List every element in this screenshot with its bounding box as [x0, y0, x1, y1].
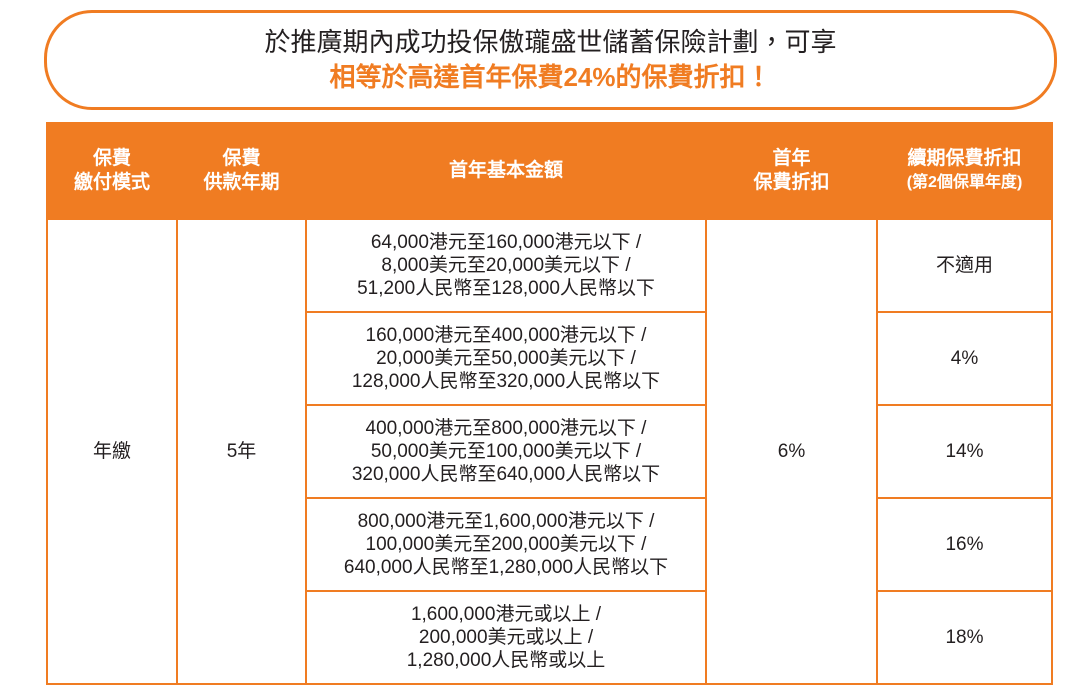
column-header: 續期保費折扣 (第2個保單年度): [876, 122, 1053, 220]
header-line: 保費折扣: [753, 172, 830, 193]
amount-line: 20,000美元至50,000美元以下 /: [376, 348, 636, 369]
header-line: 續期保費折扣: [907, 148, 1022, 169]
amount-line: 160,000港元至400,000港元以下 /: [365, 325, 647, 346]
tier-row: 160,000港元至400,000港元以下 /20,000美元至50,000美元…: [47, 311, 1053, 406]
discount-table: 保費 繳付模式 保費 供款年期 首年基本金額 首年 保費折扣 續期保費折扣 (第2個保單年度) …: [46, 122, 1053, 685]
tier-row: 800,000港元至1,600,000港元以下 /100,000美元至200,0…: [47, 497, 1053, 592]
column-header: 首年基本金額: [305, 122, 707, 220]
amount-line: 400,000港元至800,000港元以下 /: [365, 418, 647, 439]
amount-line: 1,280,000人民幣或以上: [406, 650, 606, 671]
payment-mode: 年繳: [46, 218, 178, 685]
banner-highlight: 相等於高達首年保費24%的保費折扣！: [329, 62, 772, 92]
tier-row: 1,600,000港元或以上 /200,000美元或以上 /1,280,000人…: [47, 590, 1053, 685]
header-line: 保費: [92, 148, 131, 169]
header-line: (第2個保單年度): [906, 174, 1023, 191]
header-line: 繳付模式: [73, 172, 150, 193]
header-line: 首年基本金額: [448, 160, 563, 181]
amount-line: 50,000美元至100,000美元以下 /: [370, 441, 642, 462]
amount-line: 128,000人民幣至320,000人民幣以下: [351, 371, 661, 392]
amount-line: 800,000港元至1,600,000港元以下 /: [357, 511, 655, 532]
header-line: 首年: [772, 148, 811, 169]
renewal-discount: 4%: [876, 311, 1053, 406]
renewal-discount: 不適用: [876, 218, 1053, 313]
tier-row: 400,000港元至800,000港元以下 /50,000美元至100,000美…: [47, 404, 1053, 499]
amount-line: 640,000人民幣至1,280,000人民幣以下: [343, 557, 669, 578]
basic-amount: 1,600,000港元或以上 /200,000美元或以上 /1,280,000人…: [305, 590, 707, 685]
amount-line: 100,000美元至200,000美元以下 /: [365, 534, 647, 555]
basic-amount: 64,000港元至160,000港元以下 /8,000美元至20,000美元以下…: [305, 218, 707, 313]
table-body: 年繳 5年 64,000港元至160,000港元以下 /8,000美元至20,000…: [46, 218, 1053, 685]
column-header: 保費 繳付模式: [46, 122, 178, 220]
tier-row: 年繳 5年 64,000港元至160,000港元以下 /8,000美元至20,000…: [46, 218, 1053, 685]
column-header: 保費 供款年期: [176, 122, 307, 220]
amount-line: 1,600,000港元或以上 /: [410, 604, 602, 625]
renewal-discount: 14%: [876, 404, 1053, 499]
header-row: 保費 繳付模式 保費 供款年期 首年基本金額 首年 保費折扣 續期保費折扣 (第2個保單年度): [46, 122, 1053, 220]
basic-amount: 800,000港元至1,600,000港元以下 /100,000美元至200,0…: [305, 497, 707, 592]
amount-line: 64,000港元至160,000港元以下 /: [370, 232, 642, 253]
amount-line: 51,200人民幣至128,000人民幣以下: [357, 278, 655, 299]
header-line: 供款年期: [203, 172, 280, 193]
column-header: 首年 保費折扣: [705, 122, 878, 220]
amount-line: 8,000美元至20,000美元以下 /: [381, 255, 631, 276]
banner-line: 於推廣期內成功投保傲瓏盛世儲蓄保險計劃，可享: [264, 27, 837, 57]
basic-amount: 160,000港元至400,000港元以下 /20,000美元至50,000美元…: [305, 311, 707, 406]
payment-term: 5年: [176, 218, 307, 685]
amount-line: 320,000人民幣至640,000人民幣以下: [351, 464, 661, 485]
first-year-discount: 6%: [705, 218, 878, 685]
renewal-discount: 18%: [876, 590, 1053, 685]
basic-amount: 400,000港元至800,000港元以下 /50,000美元至100,000美…: [305, 404, 707, 499]
promo-banner: 於推廣期內成功投保傲瓏盛世儲蓄保險計劃，可享 相等於高達首年保費24%的保費折扣…: [44, 10, 1057, 110]
renewal-discount: 16%: [876, 497, 1053, 592]
amount-line: 200,000美元或以上 /: [418, 627, 594, 648]
header-line: 保費: [222, 148, 261, 169]
